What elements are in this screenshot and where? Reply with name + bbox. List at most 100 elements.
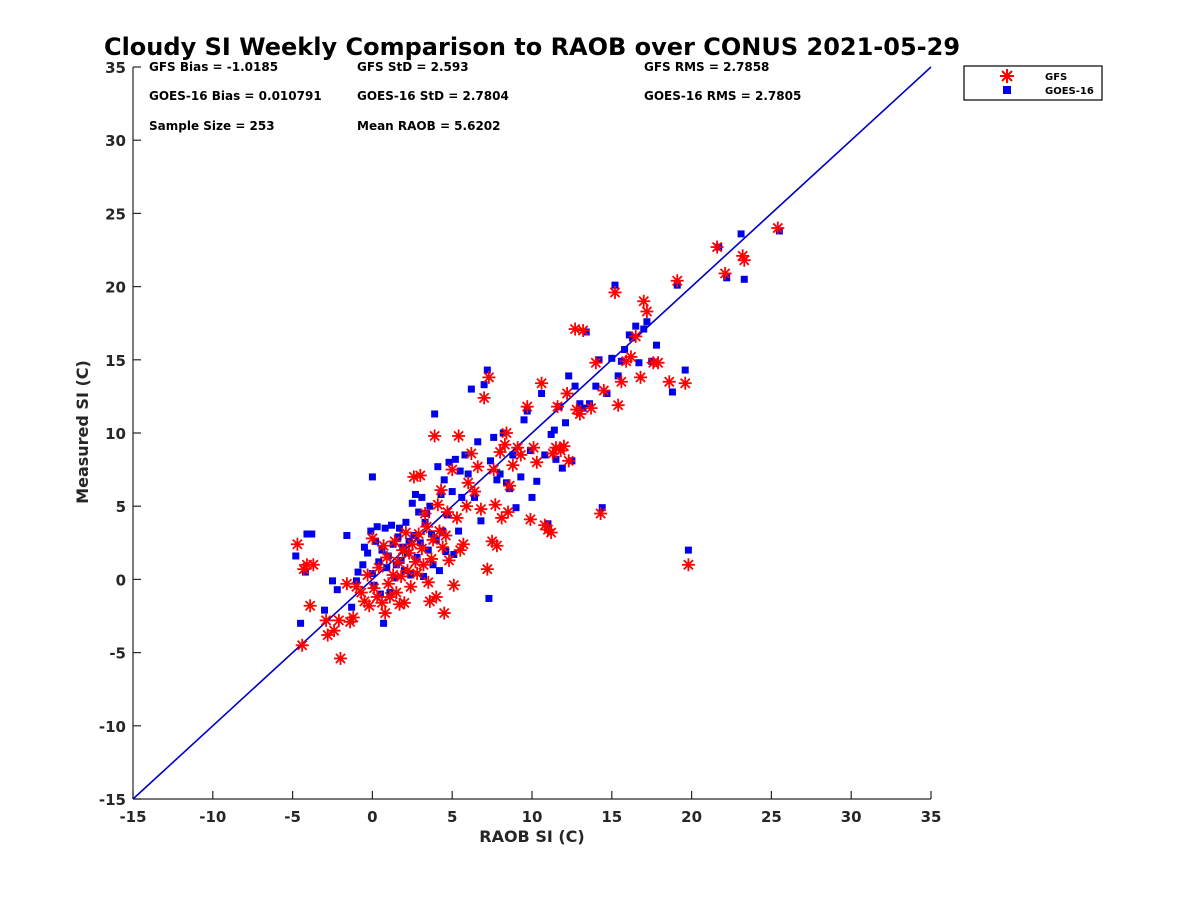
gfs-point: [771, 221, 785, 235]
goes16-point: [571, 382, 579, 390]
goes16-point: [464, 470, 472, 478]
goes16-point: [451, 455, 459, 463]
gfs-point: [442, 553, 456, 567]
gfs-bias-text: GFS Bias = -1.0185: [149, 60, 278, 74]
x-tick-label: 25: [761, 808, 782, 826]
chart-title: Cloudy SI Weekly Comparison to RAOB over…: [104, 33, 960, 61]
gfs-point: [477, 391, 491, 405]
gfs-point: [520, 400, 534, 414]
goes16-point: [402, 518, 410, 526]
gfs-point: [439, 528, 453, 542]
gfs-point: [464, 446, 478, 460]
gfs-point: [383, 590, 397, 604]
gfs-point: [346, 610, 360, 624]
gfs-point: [651, 356, 665, 370]
goes16-point: [411, 490, 419, 498]
gfs-point: [450, 511, 464, 525]
goes16-point: [485, 594, 493, 602]
goes16-point: [419, 572, 427, 580]
goes-std-text: GOES-16 StD = 2.7804: [357, 89, 509, 103]
goes16-point: [533, 477, 541, 485]
goes16-point: [483, 366, 491, 374]
goes16-point: [681, 366, 689, 374]
gfs-point: [327, 624, 341, 638]
gfs-point: [426, 533, 440, 547]
gfs-point: [670, 274, 684, 288]
gfs-point: [493, 445, 507, 459]
goes16-point: [592, 382, 600, 390]
goes16-point: [643, 318, 651, 326]
goes16-point: [474, 438, 482, 446]
goes16-point: [427, 530, 435, 538]
goes16-point: [380, 619, 388, 627]
gfs-point: [361, 568, 375, 582]
gfs-point: [535, 376, 549, 390]
gfs-point: [474, 502, 488, 516]
gfs-point: [418, 507, 432, 521]
goes16-point: [368, 473, 376, 481]
goes16-point: [477, 517, 485, 525]
goes16-point: [368, 570, 376, 578]
gfs-point: [415, 542, 429, 556]
legend-box: [963, 65, 1103, 101]
gfs-point: [377, 539, 391, 553]
gfs-point: [429, 590, 443, 604]
gfs-point: [562, 454, 576, 468]
y-tick-label: 15: [105, 352, 126, 370]
gfs-point: [431, 498, 445, 512]
gfs-point: [514, 448, 528, 462]
gfs-point: [634, 370, 648, 384]
goes16-point: [640, 325, 648, 333]
goes16-point: [378, 546, 386, 554]
gfs-point: [557, 439, 571, 453]
gfs-point: [629, 329, 643, 343]
gfs-point: [681, 558, 695, 572]
goes16-point: [391, 574, 399, 582]
gfs-point: [424, 552, 438, 566]
goes16-point: [354, 568, 362, 576]
x-tick-label: 15: [601, 808, 622, 826]
goes16-point: [611, 281, 619, 289]
goes16-point: [579, 404, 587, 412]
legend-goes-label: GOES-16: [1045, 86, 1094, 97]
gfs-point: [365, 531, 379, 545]
goes16-point: [608, 354, 616, 362]
legend-goes-square-icon: [1003, 86, 1011, 94]
gfs-point: [413, 468, 427, 482]
gfs-point: [678, 376, 692, 390]
goes16-point: [565, 372, 573, 380]
goes16-point: [389, 540, 397, 548]
mean-raob-text: Mean RAOB = 5.6202: [357, 119, 501, 133]
x-tick-label: 0: [367, 808, 377, 826]
gfs-point: [333, 651, 347, 665]
goes16-point: [440, 476, 448, 484]
goes16-point: [397, 556, 405, 564]
gfs-point: [499, 426, 513, 440]
goes16-point: [333, 586, 341, 594]
gfs-point: [404, 580, 418, 594]
gfs-point: [375, 596, 389, 610]
gfs-point: [445, 463, 459, 477]
goes16-point: [467, 385, 475, 393]
goes16-point: [360, 543, 368, 551]
goes16-point: [585, 400, 593, 408]
goes16-point: [308, 530, 316, 538]
x-tick-label: 5: [447, 808, 457, 826]
gfs-point: [405, 537, 419, 551]
gfs-point: [381, 577, 395, 591]
goes16-point: [429, 561, 437, 569]
goes16-point: [421, 518, 429, 526]
gfs-point: [410, 567, 424, 581]
sample-size-text: Sample Size = 253: [149, 119, 275, 133]
gfs-point: [501, 505, 515, 519]
gfs-point: [490, 539, 504, 553]
goes16-point: [512, 504, 520, 512]
goes16-point: [431, 410, 439, 418]
y-tick-label: 10: [105, 425, 126, 443]
goes16-point: [418, 493, 426, 501]
goes16-point: [321, 606, 329, 614]
y-tick-label: 20: [105, 279, 126, 297]
goes16-point: [552, 455, 560, 463]
goes16-point: [456, 467, 464, 475]
gfs-point: [597, 384, 611, 398]
